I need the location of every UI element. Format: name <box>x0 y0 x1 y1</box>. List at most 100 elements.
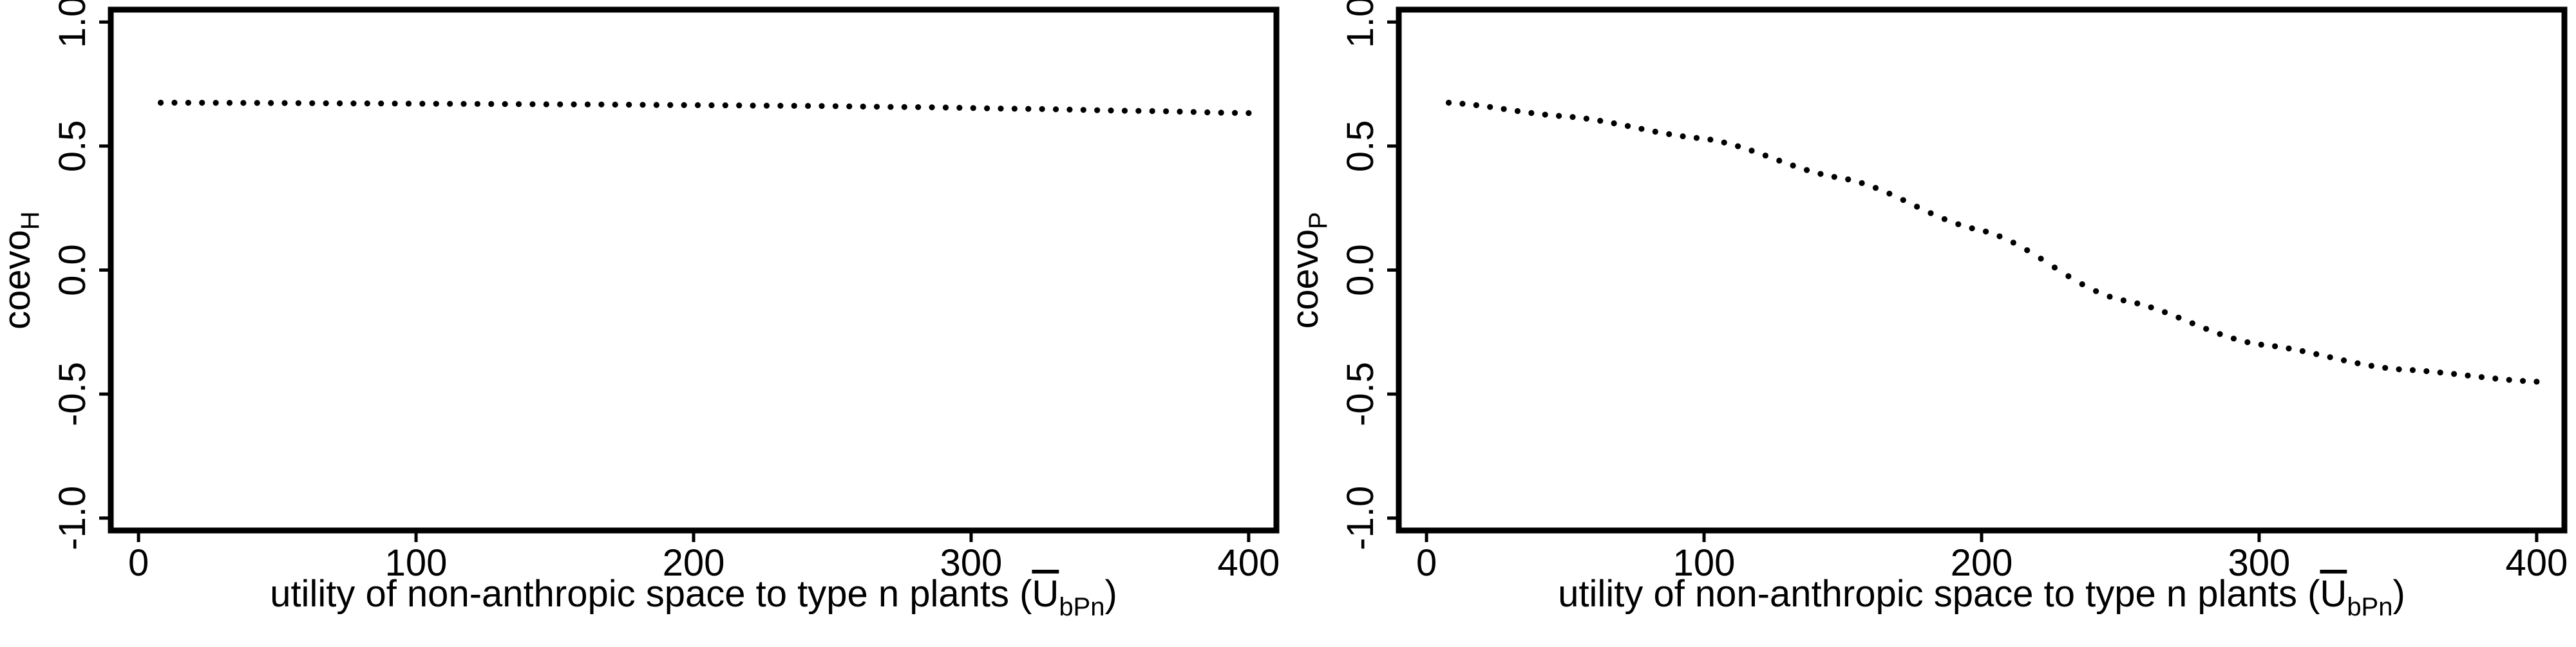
data-point <box>1597 117 1604 124</box>
data-point <box>1969 225 1975 232</box>
y-tick-label: -0.5 <box>1340 362 1381 426</box>
y-tick-label: 0.0 <box>52 244 93 296</box>
x-axis-title-main: utility of non-anthropic space to type n… <box>270 573 1032 615</box>
data-point <box>378 100 384 107</box>
data-point <box>1652 128 1658 135</box>
chart-coevo-p: 0 100 200 300 400 -1.0 -0.5 0.0 0.5 1.0 coevoP u… <box>1284 0 2568 621</box>
data-point <box>929 104 935 111</box>
data-point <box>915 104 922 111</box>
data-point <box>488 100 495 108</box>
data-point <box>1556 113 1562 119</box>
x-axis-title-symbol: U <box>1032 573 1059 615</box>
data-point <box>2107 294 2113 300</box>
data-point <box>956 104 963 111</box>
data-point <box>1776 157 1783 164</box>
data-point <box>1872 185 1879 191</box>
data-point <box>1135 108 1142 114</box>
data-point <box>1638 126 1645 132</box>
data-point <box>1693 135 1700 141</box>
data-point <box>171 99 178 106</box>
data-point <box>2340 357 2347 364</box>
data-point <box>984 105 990 111</box>
x-tick-label: 0 <box>1416 542 1437 584</box>
data-point <box>2148 304 2154 311</box>
y-axis: -1.0 -0.5 0.0 0.5 1.0 <box>52 0 111 550</box>
data-point <box>226 100 233 106</box>
data-point <box>1094 107 1101 113</box>
data-point <box>1025 106 1032 112</box>
data-point <box>750 102 756 109</box>
data-point <box>1473 102 1479 108</box>
data-point <box>1996 233 2003 239</box>
data-point <box>1914 203 1920 210</box>
data-point <box>2354 360 2361 366</box>
data-point <box>571 101 577 108</box>
y-axis-title: coevoH <box>0 211 44 330</box>
data-point <box>543 101 549 108</box>
data-point <box>1735 143 1741 149</box>
x-axis-title-close: ) <box>2392 573 2405 615</box>
data-point <box>1066 106 1073 113</box>
data-point <box>240 100 247 106</box>
data-point <box>419 100 426 107</box>
y-axis-title: coevoP <box>1284 212 1332 328</box>
data-point <box>873 104 880 110</box>
y-axis-title-subscript: H <box>16 211 44 230</box>
data-point <box>2299 348 2306 354</box>
data-point <box>2437 369 2443 376</box>
data-point <box>1666 131 1672 137</box>
data-point <box>970 105 976 111</box>
data-point <box>2203 326 2210 332</box>
data-point <box>887 104 894 110</box>
data-point <box>1927 210 1934 216</box>
data-point <box>1583 115 1590 122</box>
y-tick-label: 0.0 <box>1340 244 1381 296</box>
data-point <box>942 104 949 111</box>
data-point <box>1680 133 1686 140</box>
data-point <box>998 106 1004 112</box>
data-point <box>1707 136 1714 143</box>
data-point <box>2161 309 2168 315</box>
data-point <box>157 99 164 106</box>
x-axis-title-symbol: U <box>2320 573 2347 615</box>
data-point <box>1831 174 1837 180</box>
data-point <box>1721 139 1727 145</box>
data-point <box>639 102 646 108</box>
y-axis-title-subscript: P <box>1304 212 1332 229</box>
data-point <box>2451 371 2458 377</box>
data-point <box>2079 281 2085 288</box>
data-point <box>2051 264 2058 271</box>
data-point <box>694 102 701 108</box>
data-point <box>1501 106 1507 112</box>
data-point <box>295 100 302 106</box>
data-point <box>2533 379 2540 385</box>
data-point <box>1762 153 1769 159</box>
x-tick-label: 300 <box>2228 542 2291 584</box>
x-axis-title: utility of non-anthropic space to type n… <box>270 573 1117 621</box>
data-point <box>791 102 797 109</box>
data-point <box>268 100 274 106</box>
data-point <box>598 101 605 108</box>
data-point <box>2423 368 2430 375</box>
y-tick-label: 0.5 <box>52 120 93 173</box>
data-point <box>1611 120 1617 127</box>
x-axis-title: utility of non-anthropic space to type n… <box>1558 573 2405 621</box>
data-point <box>2286 345 2292 352</box>
data-point <box>667 102 674 108</box>
data-point <box>1542 111 1548 118</box>
data-point <box>254 100 260 106</box>
x-tick-label: 200 <box>663 542 725 584</box>
data-point <box>213 100 219 106</box>
data-point <box>777 102 784 109</box>
y-axis-title-main: coevo <box>0 230 38 330</box>
data-point <box>626 102 632 108</box>
data-point <box>1459 100 1466 107</box>
data-point <box>1190 109 1197 115</box>
data-point <box>309 100 316 106</box>
data-point <box>901 104 907 110</box>
data-point <box>1149 108 1155 115</box>
data-point <box>2506 377 2512 383</box>
data-point <box>1177 108 1183 115</box>
data-point <box>681 102 687 108</box>
data-point <box>350 100 357 107</box>
